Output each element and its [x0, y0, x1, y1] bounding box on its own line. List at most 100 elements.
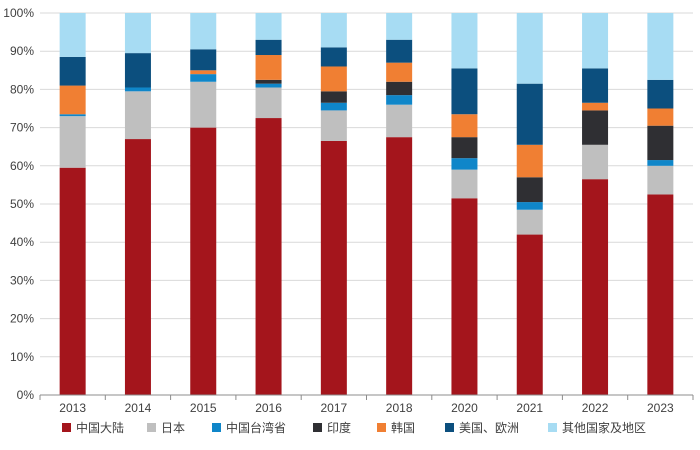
x-tick-label: 2016 [255, 401, 282, 415]
bar-segment [190, 127, 217, 395]
y-tick-label: 30% [10, 273, 34, 287]
x-tick-label: 2018 [386, 401, 413, 415]
bar-segment [190, 81, 217, 128]
bar-segment [124, 53, 151, 88]
bar-segment [124, 13, 151, 54]
bar-segment [516, 13, 543, 84]
legend-label: 中国大陆 [76, 420, 124, 435]
legend-label: 韩国 [391, 420, 415, 435]
bar-segment [255, 13, 282, 40]
x-tick-label: 2023 [647, 401, 674, 415]
bar-segment [451, 13, 478, 69]
bar-segment [386, 137, 413, 395]
bar-segment [255, 79, 282, 84]
x-tick-label: 2021 [516, 401, 543, 415]
bar-segment [320, 102, 347, 111]
bar-segment [320, 91, 347, 103]
bar-segment [451, 114, 478, 138]
bar-segment [386, 81, 413, 96]
bar-segment [190, 49, 217, 71]
legend-swatch [147, 423, 156, 432]
bar-segment [451, 198, 478, 395]
bar-segment [647, 125, 674, 161]
x-tick-label: 2015 [190, 401, 217, 415]
legend-label: 其他国家及地区 [562, 420, 646, 435]
bar-segment [320, 110, 347, 141]
bar-segment [386, 13, 413, 40]
legend: 中国大陆 日本 中国台湾省 印度 韩国 美国、欧洲 其他国家及地区 [62, 420, 646, 435]
bar-segment [647, 194, 674, 395]
bar-segment [190, 74, 217, 82]
x-tick-label: 2014 [125, 401, 152, 415]
bar-segment [451, 137, 478, 159]
bar-segment [582, 110, 609, 145]
bar-segment [255, 87, 282, 119]
y-tick-label: 90% [10, 44, 34, 58]
bar-segment [516, 144, 543, 178]
y-tick-label: 60% [10, 159, 34, 173]
legend-swatch [548, 423, 557, 432]
bar-segment [124, 87, 151, 92]
bar-segment [59, 56, 86, 86]
y-tick-label: 40% [10, 235, 34, 249]
y-tick-label: 10% [10, 350, 34, 364]
bar-segment [386, 62, 413, 82]
legend-swatch [377, 423, 386, 432]
bar-segment [255, 118, 282, 396]
legend-item: 中国台湾省 [212, 420, 286, 435]
bar-segment [124, 91, 151, 140]
y-tick-label: 70% [10, 121, 34, 135]
y-tick-label: 80% [10, 82, 34, 96]
legend-item: 中国大陆 [62, 420, 124, 435]
legend-label: 印度 [327, 420, 351, 435]
y-axis-tick-labels: 0% 10% 20% 30% 40% 50% 60% 70% 80% 90% 100% [3, 6, 34, 402]
legend-item: 韩国 [377, 420, 415, 435]
bar-segment [516, 209, 543, 235]
bar-segment [516, 83, 543, 145]
bar-segment [320, 66, 347, 92]
bar-segment [582, 102, 609, 111]
bar-segment [386, 95, 413, 105]
legend-item: 日本 [147, 421, 185, 435]
bar-segment [59, 114, 86, 117]
bar-segment [255, 83, 282, 88]
bar-segment [582, 68, 609, 103]
y-tick-label: 0% [17, 388, 35, 402]
legend-label: 日本 [161, 421, 185, 435]
bar-segment [190, 70, 217, 75]
legend-label: 美国、欧洲 [459, 421, 519, 435]
bar-segment [124, 139, 151, 395]
legend-item: 美国、欧洲 [445, 421, 519, 435]
bar-segment [647, 160, 674, 166]
legend-swatch [62, 423, 71, 432]
legend-swatch [313, 423, 322, 432]
bar-segment [386, 104, 413, 138]
bar-segment [647, 79, 674, 109]
x-tick-label: 2017 [320, 401, 347, 415]
legend-swatch [445, 423, 454, 432]
bar-segment [647, 108, 674, 126]
bar-segment [190, 13, 217, 50]
legend-label: 中国台湾省 [226, 420, 286, 435]
legend-item: 印度 [313, 420, 351, 435]
bar-segment [647, 13, 674, 80]
x-tick-label: 2022 [582, 401, 609, 415]
bar-segment [59, 85, 86, 115]
bars [59, 13, 674, 396]
bar-segment [582, 179, 609, 395]
x-tick-label: 2020 [451, 401, 478, 415]
bar-segment [516, 234, 543, 395]
bar-segment [255, 39, 282, 56]
bar-segment [582, 13, 609, 69]
bar-segment [451, 158, 478, 170]
bar-segment [59, 167, 86, 395]
bar-segment [320, 47, 347, 67]
legend-swatch [212, 423, 221, 432]
bar-segment [320, 13, 347, 48]
bar-segment [451, 68, 478, 115]
y-tick-label: 50% [10, 197, 34, 211]
x-tick-label: 2013 [59, 401, 86, 415]
x-axis-tick-labels: 2013 2014 2015 2016 2017 2018 2020 2021 2022 2023 [59, 401, 674, 415]
bar-segment [320, 140, 347, 395]
